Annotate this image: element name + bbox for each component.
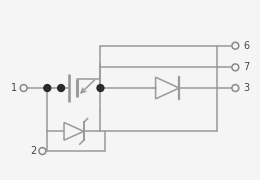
Text: 1: 1 [11,83,17,93]
Text: 3: 3 [243,83,249,93]
Circle shape [58,85,64,91]
Circle shape [44,85,51,91]
Text: 6: 6 [243,41,249,51]
Text: 2: 2 [30,146,37,156]
Circle shape [97,85,104,91]
Text: 7: 7 [243,62,249,72]
